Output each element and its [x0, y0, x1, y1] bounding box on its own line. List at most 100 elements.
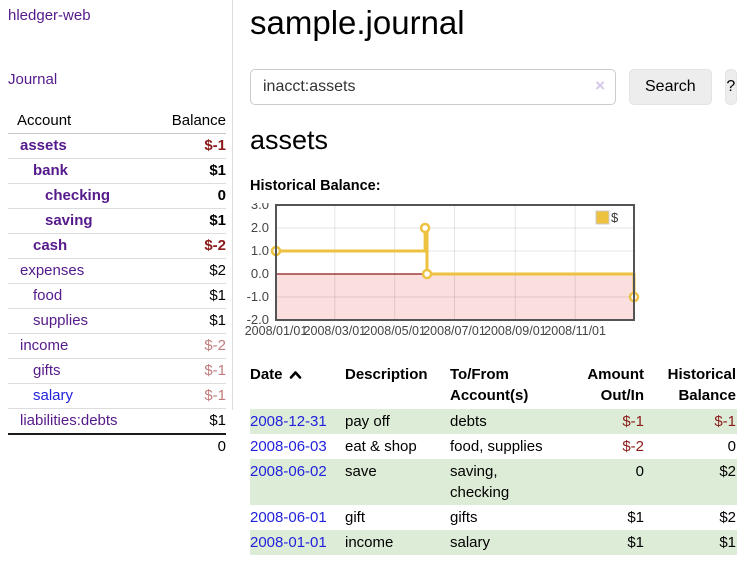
- transaction-date-link[interactable]: 2008-06-02: [250, 463, 327, 480]
- svg-text:-2.0: -2.0: [247, 312, 269, 327]
- page-title: sample.journal: [250, 4, 465, 41]
- transaction-description: gift: [345, 509, 366, 526]
- chart-heading: Historical Balance:: [250, 178, 381, 194]
- svg-text:0.0: 0.0: [251, 266, 269, 281]
- svg-text:2008/11/01: 2008/11/01: [544, 324, 606, 338]
- account-row: supplies $1: [8, 308, 226, 334]
- transaction-accounts: food, supplies: [450, 438, 543, 455]
- account-balance: $-1: [153, 358, 226, 384]
- transaction-date-link[interactable]: 2008-06-01: [250, 509, 327, 526]
- account-link[interactable]: assets: [20, 137, 67, 154]
- transaction-date-link[interactable]: 2008-01-01: [250, 534, 327, 551]
- svg-text:2008/09/01: 2008/09/01: [484, 324, 547, 338]
- register-header-date[interactable]: Date: [250, 362, 345, 409]
- register-row: 2008-06-03 eat & shop food, supplies $-2…: [250, 434, 737, 459]
- account-link[interactable]: checking: [45, 187, 111, 204]
- account-link[interactable]: income: [20, 337, 69, 354]
- sort-asc-icon: [289, 364, 302, 385]
- svg-text:2008/05/01: 2008/05/01: [363, 324, 426, 338]
- transaction-description: income: [345, 534, 394, 551]
- main-content: sample.journal × Search ? assets Histori…: [245, 0, 737, 555]
- transaction-date-link[interactable]: 2008-06-03: [250, 438, 327, 455]
- account-balance: 0: [153, 183, 226, 209]
- transaction-date-link[interactable]: 2008-12-31: [250, 413, 327, 430]
- transaction-amount: $1: [627, 534, 644, 551]
- register-header-amount[interactable]: Amount Out/In: [587, 366, 644, 404]
- transaction-accounts: debts: [450, 413, 487, 430]
- account-link[interactable]: gifts: [33, 362, 61, 379]
- register-row: 2008-12-31 pay off debts $-1 $-1: [250, 409, 737, 434]
- account-link[interactable]: food: [33, 287, 63, 304]
- register-header-description[interactable]: Description: [345, 366, 428, 383]
- account-row: assets $-1: [8, 133, 226, 159]
- accounts-table: Account Balance assets $-1 bank $1 check…: [8, 109, 226, 459]
- account-row: cash $-2: [8, 233, 226, 259]
- account-balance: $2: [153, 258, 226, 284]
- account-row: liabilities:debts $1: [8, 408, 226, 435]
- historical-balance-chart: $3.0 2.0 1.0 0.0 -1.0 -2.0 2008/01/01 2008/03/0…: [245, 203, 737, 345]
- search-input[interactable]: [250, 69, 616, 105]
- account-balance: $1: [153, 308, 226, 334]
- transaction-description: pay off: [345, 413, 390, 430]
- svg-text:2008/03/01: 2008/03/01: [304, 324, 367, 338]
- transaction-balance: $2: [719, 463, 736, 480]
- account-row: saving $1: [8, 208, 226, 234]
- accounts-header-account: Account: [8, 109, 154, 134]
- accounts-total-row: 0: [8, 433, 226, 459]
- help-button[interactable]: ?: [724, 69, 737, 105]
- transaction-description: eat & shop: [345, 438, 417, 455]
- svg-text:2008/01/01: 2008/01/01: [245, 324, 308, 338]
- account-page-title: assets: [250, 125, 329, 155]
- account-link[interactable]: salary: [33, 387, 74, 404]
- transaction-accounts: salary: [450, 534, 491, 551]
- account-row: gifts $-1: [8, 358, 226, 384]
- account-link[interactable]: saving: [45, 212, 93, 229]
- register-row: 2008-06-01 gift gifts $1 $2: [250, 505, 737, 530]
- clear-search-icon[interactable]: ×: [595, 76, 605, 95]
- transaction-amount: $-1: [622, 413, 644, 430]
- account-balance: $-1: [153, 383, 226, 409]
- account-balance: $1: [153, 208, 226, 234]
- svg-text:-1.0: -1.0: [247, 289, 269, 304]
- register-table: Date Description To/From Account(s) Amou…: [250, 362, 737, 555]
- account-link[interactable]: liabilities:debts: [20, 412, 118, 429]
- account-link[interactable]: supplies: [33, 312, 89, 329]
- register-header-balance[interactable]: Historical Balance: [667, 366, 736, 404]
- transaction-balance: $2: [719, 509, 736, 526]
- account-row: salary $-1: [8, 383, 226, 409]
- accounts-total-value: 0: [153, 433, 226, 459]
- account-row: expenses $2: [8, 258, 226, 284]
- search-button[interactable]: Search: [629, 69, 712, 105]
- app-title-link[interactable]: hledger-web: [8, 7, 91, 24]
- transaction-accounts: saving, checking: [450, 463, 510, 501]
- transaction-amount: $-2: [622, 438, 644, 455]
- accounts-header-balance: Balance: [153, 109, 226, 134]
- transaction-balance: $1: [719, 534, 736, 551]
- transaction-amount: 0: [635, 463, 644, 480]
- register-header-accounts[interactable]: To/From Account(s): [450, 366, 529, 404]
- transaction-description: save: [345, 463, 377, 480]
- sidebar: hledger-web Journal Account Balance asse…: [0, 0, 232, 459]
- transaction-amount: $1: [627, 509, 644, 526]
- transaction-balance: $-1: [714, 413, 736, 430]
- sidebar-divider: [232, 0, 233, 410]
- account-balance: $-2: [153, 233, 226, 259]
- svg-text:2.0: 2.0: [251, 220, 269, 235]
- account-balance: $1: [153, 283, 226, 309]
- account-row: bank $1: [8, 158, 226, 184]
- account-balance: $1: [153, 158, 226, 184]
- account-row: checking 0: [8, 183, 226, 209]
- svg-text:2008/07/01: 2008/07/01: [423, 324, 486, 338]
- svg-text:1.0: 1.0: [251, 243, 269, 258]
- register-row: 2008-01-01 income salary $1 $1: [250, 530, 737, 555]
- sidebar-item-journal[interactable]: Journal: [8, 71, 58, 88]
- account-balance: $-2: [153, 333, 226, 359]
- svg-text:3.0: 3.0: [251, 203, 269, 212]
- account-balance: $1: [153, 408, 226, 435]
- account-row: food $1: [8, 283, 226, 309]
- transaction-accounts: gifts: [450, 509, 478, 526]
- account-link[interactable]: expenses: [20, 262, 85, 279]
- account-link[interactable]: cash: [33, 237, 68, 254]
- search-bar: × Search ?: [250, 69, 737, 105]
- account-link[interactable]: bank: [33, 162, 69, 179]
